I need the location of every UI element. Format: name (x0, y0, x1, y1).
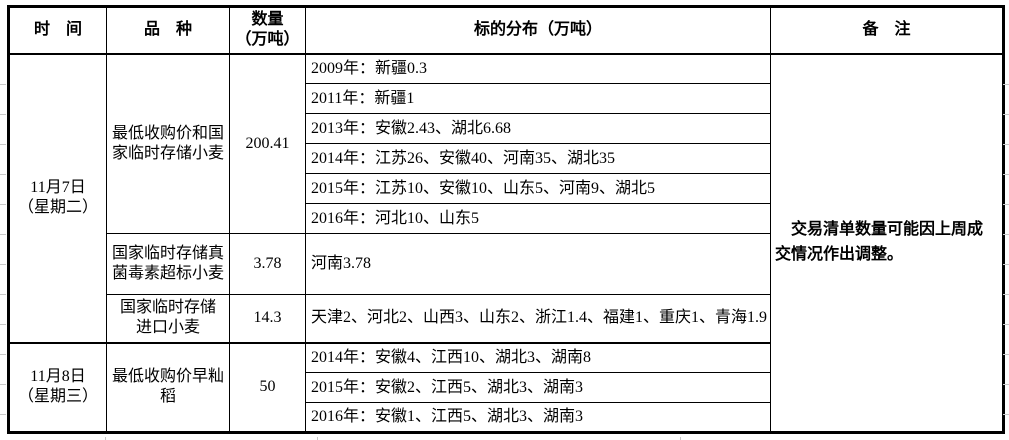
variety-cell-early-indica-rice: 最低收购价早籼 稻 (106, 341, 230, 433)
variety-cell-minprice-wheat: 最低收购价和国 家临时存储小麦 (106, 53, 230, 234)
distribution-cell: 天津2、河北2、山西3、山东2、浙江1.4、福建1、重庆1、青海1.9 (305, 294, 771, 343)
table-row: 2015年：江苏10、安徽10、山东5、河南9、湖北5 (9, 173, 1004, 204)
distribution-cell: 2016年：河北10、山东5 (305, 203, 771, 234)
date-cell-nov8: 11月8日 （星期三） (8, 341, 107, 433)
table-row: 国家临时存储真 菌毒素超标小麦 3.78 河南3.78 (9, 233, 1004, 295)
quantity-cell: 200.41 (229, 53, 306, 234)
distribution-cell: 2015年：江苏10、安徽10、山东5、河南9、湖北5 (305, 173, 771, 204)
header-time: 时 间 (8, 6, 107, 55)
table-row: 2016年：河北10、山东5 (9, 203, 1004, 234)
quantity-cell: 14.3 (229, 294, 306, 343)
header-remark: 备 注 (770, 6, 1004, 55)
header-quantity: 数量 （万吨） (229, 6, 306, 55)
table-row: 2013年：安徽2.43、湖北6.68 (9, 113, 1004, 144)
gridline-stub (680, 437, 681, 440)
distribution-cell: 河南3.78 (305, 233, 771, 295)
date-cell-nov7: 11月7日 （星期二） (8, 53, 107, 343)
gridline-stub (317, 437, 318, 440)
auction-schedule-table: 时 间 品 种 数量 （万吨） 标的分布（万吨） 备 注 11月7日 （星期二）… (7, 5, 1005, 434)
header-variety: 品 种 (106, 6, 230, 55)
gridline-stubs-right (1003, 55, 1009, 415)
gridline-stub (105, 437, 106, 440)
distribution-cell: 2011年：新疆1 (305, 83, 771, 114)
variety-cell-imported-wheat: 国家临时存储 进口小麦 (106, 294, 230, 343)
table-row: 11月7日 （星期二） 最低收购价和国 家临时存储小麦 200.41 2009年… (8, 53, 1004, 433)
header-distribution: 标的分布（万吨） (305, 6, 771, 55)
quantity-cell: 3.78 (229, 233, 306, 295)
remark-cell: 交易清单数量可能因上周成交情况作出调整。 (770, 53, 1004, 433)
header-row: 时 间 品 种 数量 （万吨） 标的分布（万吨） 备 注 (8, 6, 1004, 55)
gridline-stubs-left (0, 55, 6, 415)
table-row: 2011年：新疆1 (9, 83, 1004, 114)
distribution-cell: 2014年：安徽4、江西10、湖北3、湖南8 (305, 341, 771, 373)
distribution-cell: 2015年：安徽2、江西5、湖北3、湖南3 (305, 372, 771, 403)
variety-cell-mycotoxin-wheat: 国家临时存储真 菌毒素超标小麦 (106, 233, 230, 295)
quantity-cell: 50 (229, 341, 306, 433)
distribution-cell: 2009年：新疆0.3 (305, 53, 771, 84)
distribution-cell: 2014年：江苏26、安徽40、河南35、湖北35 (305, 143, 771, 174)
distribution-cell: 2016年：安徽1、江西5、湖北3、湖南3 (305, 402, 771, 433)
distribution-cell: 2013年：安徽2.43、湖北6.68 (305, 113, 771, 144)
table-row: 11月8日 （星期三） 最低收购价早籼 稻 50 2014年：安徽4、江西10、… (8, 341, 1004, 433)
table-row: 2016年：安徽1、江西5、湖北3、湖南3 (9, 402, 1004, 433)
